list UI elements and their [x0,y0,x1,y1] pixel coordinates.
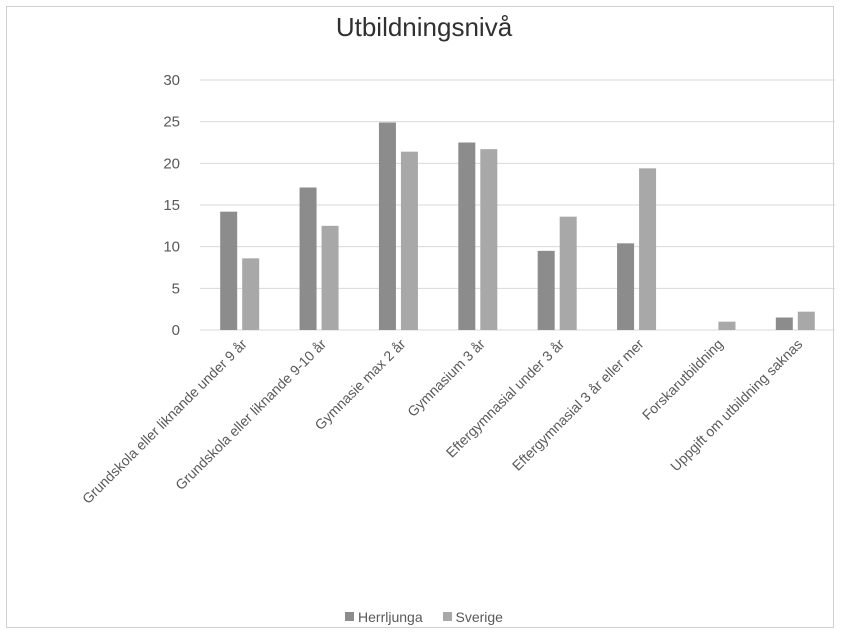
legend-swatch-herrljunga [345,612,355,621]
bar-sverige-6 [718,321,736,330]
y-tick-label-10: 10 [163,239,180,256]
bar-herrljunga-2 [378,122,396,330]
bar-herrljunga-7 [775,317,793,330]
chart-title: Utbildningsnivå [335,12,513,42]
y-tick-label-0: 0 [172,322,180,339]
y-tick-label-5: 5 [172,280,180,297]
x-tick-label-7: Uppgift om utbildning saknas [667,336,805,474]
bar-herrljunga-1 [299,187,317,330]
y-tick-label-25: 25 [163,114,180,131]
bar-herrljunga-3 [458,142,476,330]
x-tick-label-1: Grundskola eller liknande 9-10 år [172,336,329,493]
bar-sverige-4 [559,216,577,330]
y-tick-label-15: 15 [163,197,180,214]
bar-sverige-7 [797,311,815,330]
legend-label-sverige: Sverige [455,608,503,625]
chart-frame [6,6,834,628]
bar-herrljunga-5 [617,243,635,330]
legend-swatch-sverige [442,612,452,621]
x-tick-label-0: Grundskola eller liknande under 9 år [79,336,250,507]
y-tick-label-30: 30 [163,72,180,89]
x-tick-label-5: Eftergymnasial 3 år eller mer [509,336,647,474]
legend-label-herrljunga: Herrljunga [358,608,423,625]
bar-sverige-0 [242,258,260,330]
legend-item-sverige: Sverige [442,608,503,625]
legend: Herrljunga Sverige [0,608,848,625]
bar-sverige-2 [400,151,418,330]
x-tick-label-3: Gymnasium 3 år [404,336,488,420]
bar-sverige-5 [639,168,657,330]
y-tick-label-20: 20 [163,155,180,172]
bar-herrljunga-4 [537,250,555,330]
x-tick-label-6: Forskarutbildning [639,336,726,423]
bar-herrljunga-0 [220,211,238,330]
legend-item-herrljunga: Herrljunga [345,609,423,625]
bar-sverige-1 [321,225,339,330]
bar-sverige-3 [480,149,498,330]
